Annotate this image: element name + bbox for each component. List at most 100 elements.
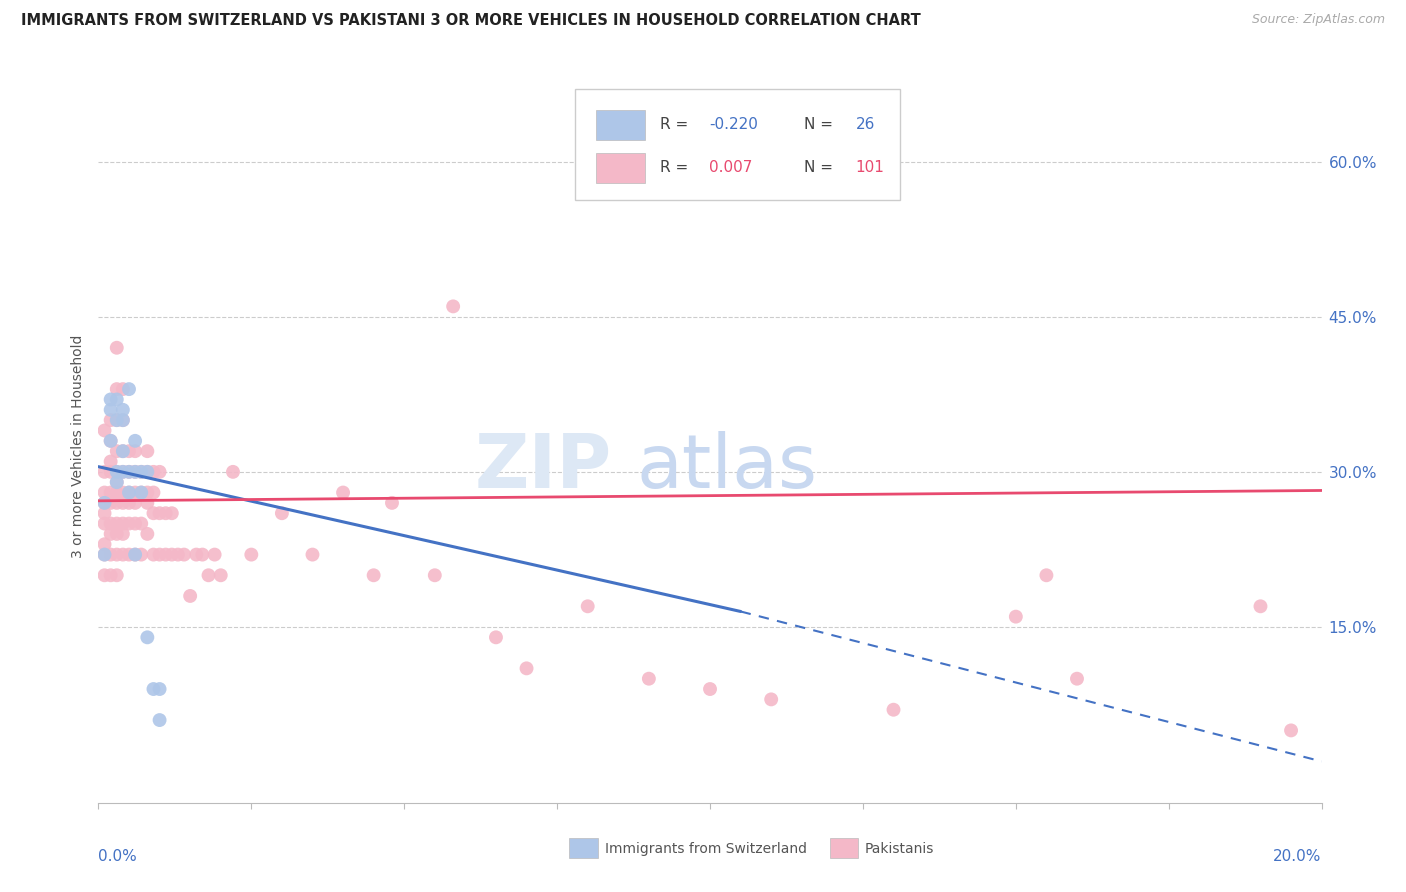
Point	[129, 465, 152, 479]
Point	[485, 630, 508, 644]
Point	[105, 465, 128, 479]
Point	[111, 413, 134, 427]
Point	[129, 548, 152, 562]
Point	[100, 413, 122, 427]
Point	[197, 568, 219, 582]
Point	[883, 703, 905, 717]
Point	[118, 548, 141, 562]
Point	[118, 485, 141, 500]
Point	[363, 568, 385, 582]
Text: atlas: atlas	[637, 431, 818, 504]
Point	[118, 382, 141, 396]
Point	[1066, 672, 1088, 686]
Point	[100, 402, 122, 417]
Point	[100, 434, 122, 448]
Point	[149, 506, 172, 520]
Point	[100, 496, 122, 510]
Bar	[596, 110, 645, 140]
Point	[93, 568, 115, 582]
Text: 0.007: 0.007	[709, 161, 752, 175]
Point	[142, 548, 165, 562]
Point	[129, 516, 152, 531]
Point	[124, 485, 146, 500]
Point	[186, 548, 208, 562]
Point	[105, 527, 128, 541]
Point	[149, 713, 172, 727]
Text: N =: N =	[804, 118, 838, 132]
Point	[105, 516, 128, 531]
Point	[124, 516, 146, 531]
Point	[576, 599, 599, 614]
Text: Pakistanis: Pakistanis	[865, 842, 934, 856]
Point	[124, 548, 146, 562]
Point	[167, 548, 190, 562]
Point	[381, 496, 404, 510]
Point	[124, 496, 146, 510]
Point	[111, 516, 134, 531]
Point	[759, 692, 782, 706]
Point	[100, 465, 122, 479]
Point	[93, 496, 115, 510]
Point	[111, 382, 134, 396]
Point	[129, 485, 152, 500]
Point	[93, 537, 115, 551]
Point	[118, 465, 141, 479]
Point	[100, 454, 122, 468]
Point	[100, 568, 122, 582]
Point	[100, 548, 122, 562]
Point	[423, 568, 446, 582]
Point	[332, 485, 354, 500]
Point	[699, 681, 721, 696]
Point	[100, 527, 122, 541]
Point	[93, 465, 115, 479]
Text: R =: R =	[659, 161, 693, 175]
Point	[179, 589, 201, 603]
Point	[111, 496, 134, 510]
Point	[111, 444, 134, 458]
Point	[105, 413, 128, 427]
Point	[204, 548, 226, 562]
Point	[301, 548, 323, 562]
Point	[142, 506, 165, 520]
Point	[105, 444, 128, 458]
Point	[155, 548, 177, 562]
Text: 101: 101	[856, 161, 884, 175]
Point	[149, 681, 172, 696]
Point	[105, 341, 128, 355]
Point	[118, 516, 141, 531]
Point	[142, 681, 165, 696]
Point	[209, 568, 232, 582]
Point	[111, 444, 134, 458]
Bar	[596, 153, 645, 183]
Point	[100, 392, 122, 407]
Point	[129, 465, 152, 479]
Point	[136, 465, 159, 479]
Point	[136, 630, 159, 644]
Point	[111, 402, 134, 417]
Point	[136, 485, 159, 500]
Point	[136, 465, 159, 479]
Point	[136, 444, 159, 458]
Text: R =: R =	[659, 118, 693, 132]
Point	[1279, 723, 1302, 738]
Point	[240, 548, 263, 562]
Point	[100, 516, 122, 531]
Text: N =: N =	[804, 161, 838, 175]
Point	[111, 413, 134, 427]
Point	[149, 465, 172, 479]
Point	[105, 548, 128, 562]
Point	[222, 465, 245, 479]
Point	[93, 516, 115, 531]
Point	[270, 506, 292, 520]
Point	[105, 475, 128, 490]
Point	[129, 485, 152, 500]
Point	[441, 299, 464, 313]
Point	[105, 382, 128, 396]
Point	[191, 548, 214, 562]
Point	[118, 496, 141, 510]
Point	[100, 434, 122, 448]
Point	[124, 434, 146, 448]
Point	[637, 672, 661, 686]
Point	[160, 548, 183, 562]
Point	[118, 465, 141, 479]
